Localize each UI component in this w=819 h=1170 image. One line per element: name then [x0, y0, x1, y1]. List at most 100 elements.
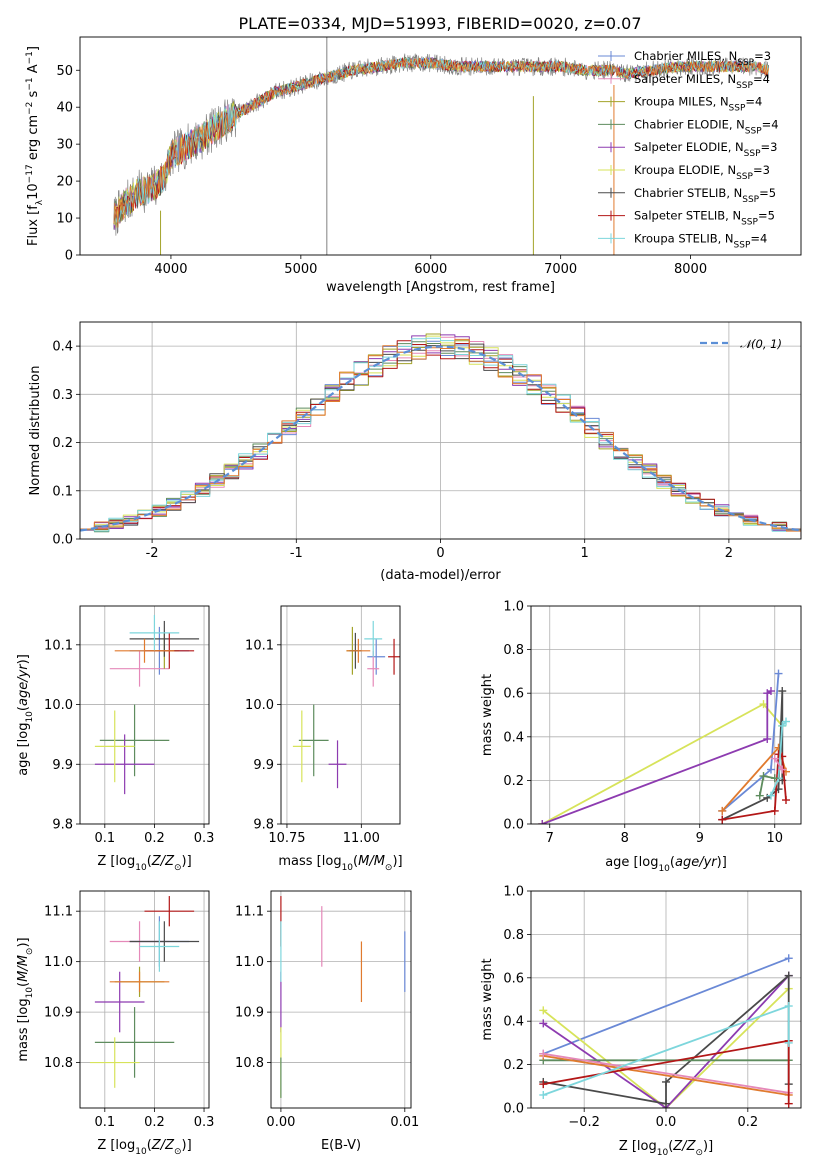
- x-tick-label: -1: [290, 546, 303, 561]
- axes-frame: [530, 890, 802, 1109]
- plus-marker: [718, 806, 727, 815]
- x-tick-label: 0.00: [266, 1115, 295, 1130]
- y-tick-label: 0: [65, 249, 73, 264]
- x-tick-label: 0.2: [144, 831, 165, 846]
- y-tick-label: 0.0: [52, 533, 73, 548]
- plot-area-weight_vs_Z: [531, 891, 801, 1108]
- plus-marker: [759, 772, 768, 781]
- y-tick-label: 0.8: [503, 928, 524, 943]
- normal-curve-line: [80, 345, 801, 532]
- x-tick-label: 0.3: [194, 831, 215, 846]
- plus-marker: [539, 1006, 548, 1015]
- weight-series-line: [774, 758, 784, 771]
- y-tick-label: 0.8: [503, 643, 524, 658]
- weight-series-line: [770, 720, 787, 797]
- error-bar-point: [94, 734, 155, 795]
- y-tick-label: 0.2: [52, 436, 73, 451]
- error-bar-point: [298, 704, 329, 777]
- y-tick-label: 30: [56, 138, 73, 153]
- legend-entry: Salpeter ELODIE, NSSP=3: [634, 140, 777, 159]
- y-tick-label: 11.1: [235, 905, 264, 920]
- y-tick-label: 0.3: [52, 388, 73, 403]
- plus-marker: [763, 734, 772, 743]
- x-axis-label: (data-model)/error: [380, 568, 501, 583]
- plus-marker: [662, 1099, 670, 1108]
- weight-series-line: [542, 957, 790, 1055]
- legend-entry: Chabrier MILES, NSSP=3: [634, 49, 771, 68]
- legend-entry: Chabrier ELODIE, NSSP=4: [634, 117, 779, 136]
- x-axis-label: wavelength [Angstrom, rest frame]: [326, 280, 555, 295]
- y-tick-label: 0.0: [503, 1102, 524, 1117]
- y-tick-label: 0.0: [503, 818, 524, 833]
- weight-series-line: [543, 1052, 789, 1094]
- weight-series-line: [722, 753, 787, 821]
- plot-area-weight_vs_age: [531, 606, 801, 824]
- weight-series-line: [543, 1055, 789, 1096]
- y-tick-label: 0.6: [503, 687, 524, 702]
- error-bar-point: [94, 971, 145, 1033]
- y-tick-label: 0.4: [503, 730, 524, 745]
- histogram-step-line: [80, 338, 801, 532]
- x-tick-label: 7000: [544, 262, 577, 277]
- y-tick-label: 10.8: [44, 1056, 73, 1071]
- x-tick-label: 5000: [284, 262, 317, 277]
- y-tick-label: 10: [56, 212, 73, 227]
- axes-frame: [79, 605, 210, 825]
- y-tick-label: 9.8: [52, 818, 73, 833]
- plus-marker: [784, 971, 793, 980]
- error-bar-point: [144, 896, 195, 927]
- plus-marker: [755, 791, 764, 800]
- y-axis-label: mass weight: [480, 958, 495, 1040]
- error-bar-point: [139, 921, 180, 972]
- y-tick-label: 9.9: [52, 758, 73, 773]
- weight-series-line: [541, 703, 783, 824]
- y-tick-label: 11.0: [235, 955, 264, 970]
- x-axis-label: mass [log10(M/M⊙)]: [278, 854, 402, 873]
- x-tick-label: 4000: [154, 262, 187, 277]
- weight-series-line: [542, 974, 790, 1108]
- y-axis-label: Flux [fλ10−17 erg cm−2 s−1 A−1]: [25, 46, 45, 246]
- plus-marker: [778, 765, 787, 774]
- y-tick-label: 10.1: [245, 638, 274, 653]
- plus-marker: [784, 954, 793, 963]
- error-bar-point: [129, 614, 180, 651]
- plus-marker: [718, 815, 727, 824]
- axes-age_vs_mass: 10.75 11.00 9.8 9.9 10.0 10.1 mass [log10(M/M⊙…: [245, 605, 403, 873]
- x-tick-label: 9: [696, 831, 704, 846]
- plus-marker: [767, 765, 775, 774]
- plus-marker: [539, 1090, 548, 1099]
- y-axis-label: age [log10(age/yr)]: [16, 654, 35, 776]
- axes-mass_vs_ebv: 0.00 0.01 10.8 10.9 11.0 11.1 E(B-V): [235, 890, 419, 1153]
- y-tick-label: 9.9: [253, 758, 274, 773]
- y-axis-label: mass weight: [480, 674, 495, 756]
- error-bar-point: [89, 1037, 140, 1088]
- plot-area-age_vs_mass: [281, 606, 400, 824]
- plus-marker: [774, 669, 783, 678]
- axes-frame: [79, 321, 802, 540]
- x-tick-label: −0.2: [568, 1115, 600, 1130]
- axes-age_vs_Z: 0.1 0.2 0.3 9.8 9.9 10.0 10.1 Z [log10(Z/Z⊙)] ag…: [16, 605, 215, 873]
- y-tick-label: 10.8: [235, 1056, 264, 1071]
- y-axis-label: Normed distribution: [28, 366, 43, 496]
- histogram-step-line: [80, 337, 801, 532]
- axes-frame: [530, 605, 802, 825]
- plus-marker: [784, 1002, 793, 1011]
- x-axis-label: Z [log10(Z/Z⊙)]: [97, 854, 191, 873]
- axes-frame: [79, 36, 802, 256]
- x-tick-label: 7: [546, 831, 554, 846]
- x-tick-label: 0.0: [656, 1115, 677, 1130]
- error-bar-point: [114, 638, 175, 663]
- axes-frame: [270, 890, 412, 1109]
- spectrum-model-line: [113, 57, 769, 228]
- error-bar-point: [328, 740, 347, 789]
- y-tick-label: 10.9: [235, 1006, 264, 1021]
- x-tick-label: 10: [766, 831, 783, 846]
- axes-frame: [280, 605, 401, 825]
- legend-entry: Kroupa ELODIE, NSSP=3: [634, 163, 770, 182]
- legend-entry: Salpeter STELIB, NSSP=5: [634, 209, 775, 228]
- plus-marker: [778, 721, 787, 730]
- x-tick-label: 0.2: [737, 1115, 758, 1130]
- legend-entry: Chabrier STELIB, NSSP=5: [634, 186, 776, 205]
- plus-marker: [538, 820, 547, 824]
- axes-frame: [79, 890, 210, 1109]
